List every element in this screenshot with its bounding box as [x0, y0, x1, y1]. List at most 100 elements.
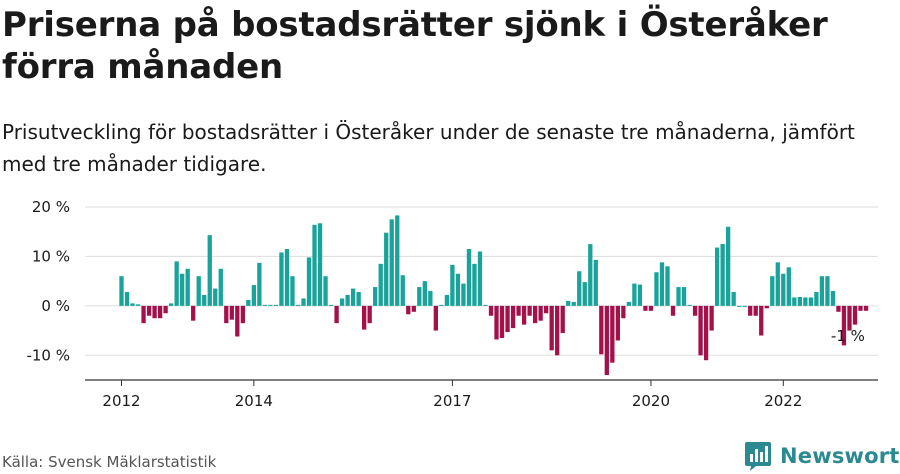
- x-tick-label: 2012: [102, 392, 140, 410]
- bar: [571, 301, 576, 306]
- bar: [328, 304, 334, 306]
- bar: [378, 263, 383, 306]
- bar: [251, 285, 257, 306]
- bar: [847, 305, 852, 331]
- bar: [350, 288, 356, 306]
- bar: [836, 305, 841, 312]
- bar: [560, 305, 565, 334]
- bar: [152, 305, 157, 319]
- bar: [643, 305, 648, 311]
- bar: [532, 305, 538, 324]
- bar: [257, 262, 262, 306]
- bar: [593, 259, 598, 306]
- bar: [339, 298, 345, 306]
- bar: [395, 215, 400, 306]
- bar: [654, 272, 659, 306]
- bar: [610, 305, 615, 363]
- bar: [665, 266, 670, 306]
- bar: [555, 305, 560, 356]
- bar: [516, 305, 521, 316]
- bar: [753, 305, 758, 316]
- bar: [124, 292, 130, 306]
- bar: [135, 304, 141, 306]
- bar: [461, 283, 466, 306]
- bar: [863, 305, 869, 311]
- bar: [191, 305, 196, 321]
- bar: [290, 276, 295, 306]
- bar: [687, 304, 692, 306]
- bar: [323, 276, 328, 306]
- bar: [384, 232, 389, 306]
- bar: [411, 305, 416, 312]
- y-axis-labels: -10 % 0 % 10 % 20 %: [26, 198, 70, 364]
- bar: [273, 304, 279, 306]
- bar: [681, 287, 687, 306]
- bar: [306, 257, 312, 306]
- y-tick-label: -10 %: [26, 346, 70, 364]
- bar: [670, 305, 676, 316]
- bar: [406, 305, 411, 315]
- bar: [163, 305, 168, 314]
- bar: [770, 276, 775, 306]
- y-tick-label: 10 %: [32, 247, 70, 265]
- bar: [180, 273, 185, 306]
- bar: [317, 223, 323, 306]
- bar: [433, 305, 438, 331]
- bar: [825, 276, 830, 306]
- bar: [599, 305, 604, 355]
- bar: [566, 300, 571, 306]
- bar: [797, 296, 802, 306]
- bar: [527, 305, 532, 316]
- bar: [373, 287, 378, 306]
- bar: [808, 297, 814, 306]
- bar: [472, 263, 477, 306]
- annotations: -1 %: [831, 327, 865, 345]
- bar: [130, 303, 135, 306]
- bar: [781, 273, 786, 306]
- bar: [615, 305, 620, 341]
- bar: [830, 291, 836, 306]
- bar: [720, 244, 725, 306]
- bar: [157, 305, 163, 319]
- newsworthy-brand[interactable]: Newsworthy: [744, 440, 900, 472]
- bar: [819, 276, 825, 306]
- bar: [146, 305, 152, 316]
- source-note: Källa: Svensk Mäklarstatistik: [2, 453, 217, 471]
- bar: [604, 305, 609, 376]
- bar: [659, 262, 665, 306]
- bar: [698, 305, 703, 356]
- bar: [185, 268, 190, 306]
- bar: [207, 235, 212, 306]
- bar: [295, 304, 301, 306]
- bar: [422, 281, 427, 306]
- bar: [544, 305, 549, 314]
- bar: [549, 305, 554, 351]
- bar: [466, 249, 472, 306]
- bar: [588, 244, 593, 306]
- bar: [803, 297, 808, 306]
- bar: [218, 268, 223, 306]
- bar: [759, 305, 764, 336]
- bar: [389, 219, 394, 306]
- bar: [174, 261, 179, 306]
- bar: [814, 292, 819, 306]
- bar: [841, 305, 847, 346]
- bar: [455, 273, 461, 306]
- bar: [731, 292, 736, 306]
- bar: [229, 305, 234, 320]
- bar: [538, 305, 543, 321]
- bar: [632, 283, 637, 306]
- bar: [748, 305, 753, 316]
- bar: [284, 249, 290, 306]
- bar: [240, 305, 245, 324]
- x-axis: 2012 2014 2017 2020 2022: [85, 379, 878, 410]
- bar: [858, 305, 863, 311]
- bar: [521, 305, 527, 325]
- bar: [444, 294, 450, 306]
- bar: [775, 262, 780, 306]
- bar: [312, 224, 317, 306]
- bar: [439, 304, 444, 306]
- bar: [141, 305, 146, 324]
- bar: [676, 287, 681, 306]
- y-tick-label: 20 %: [32, 198, 70, 216]
